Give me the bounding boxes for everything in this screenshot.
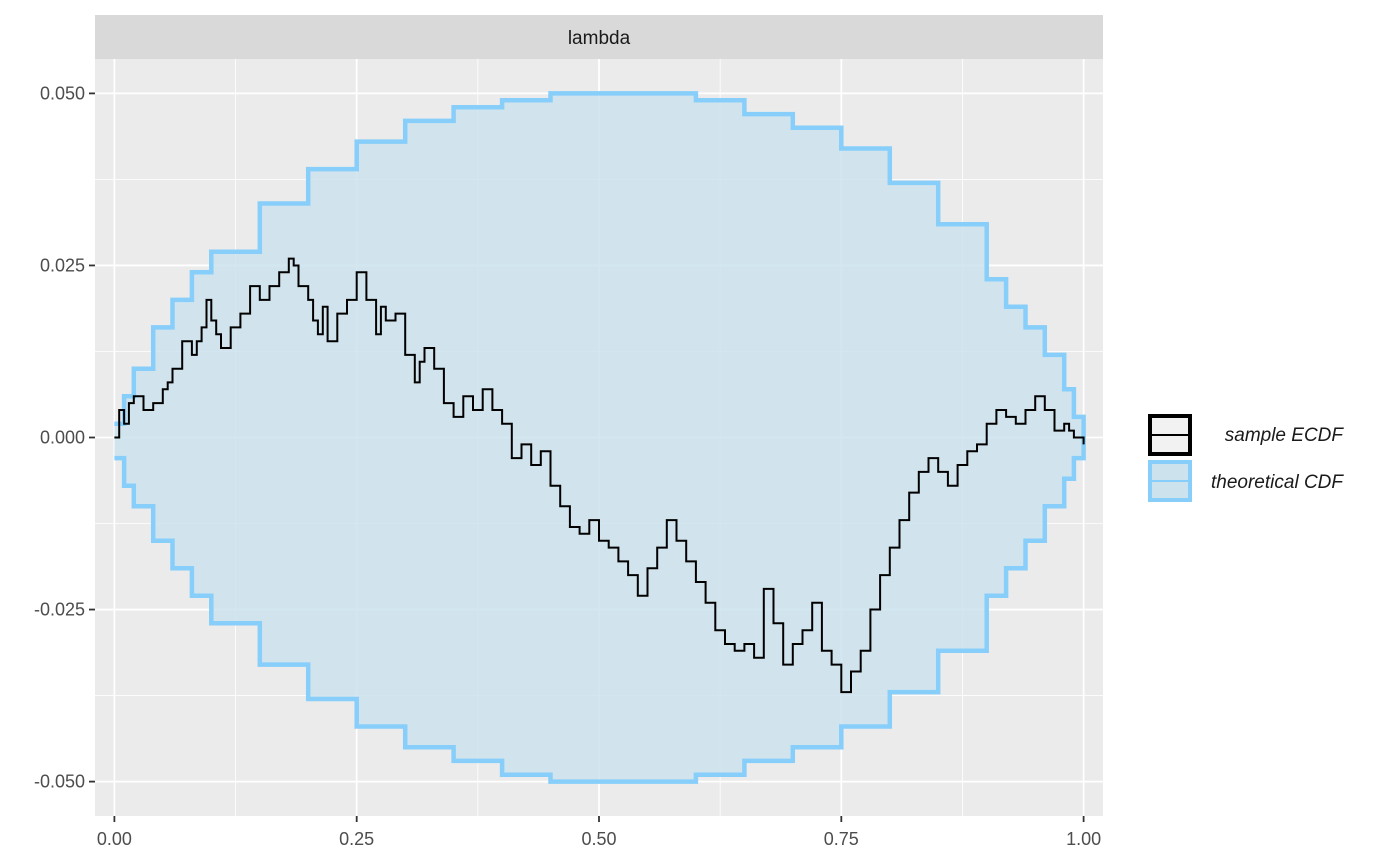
ecdf-series: [114, 257, 1085, 694]
x-tick-label: 0.25: [339, 829, 374, 849]
legend-item-theoretical-cdf: theoretical CDF: [1148, 460, 1344, 502]
x-axis: 0.00 0.25 0.50 0.75 1.00: [97, 816, 1101, 849]
x-tick-label: 0.75: [824, 829, 859, 849]
legend-label-sample-ecdf: sample ECDF: [1225, 425, 1345, 446]
x-tick-label: 0.50: [581, 829, 616, 849]
y-tick-label: -0.050: [34, 772, 85, 792]
confidence-band: [114, 91, 1086, 784]
band-lower-edge: [114, 437, 1086, 784]
y-tick-label: 0.000: [40, 428, 85, 448]
y-tick-label: 0.025: [40, 255, 85, 275]
legend-item-sample-ecdf: sample ECDF: [1148, 414, 1345, 456]
y-tick-label: 0.050: [40, 83, 85, 103]
band-fill: [114, 93, 1084, 782]
facet-strip: [95, 15, 1103, 59]
facet-strip-label: lambda: [568, 28, 631, 49]
legend-label-theoretical-cdf: theoretical CDF: [1211, 472, 1344, 493]
x-tick-label: 0.00: [97, 829, 132, 849]
y-axis: -0.050 -0.025 0.000 0.025 0.050: [34, 83, 95, 792]
band-upper-edge: [114, 91, 1086, 438]
legend: sample ECDF theoretical CDF: [1148, 414, 1345, 502]
x-tick-label: 1.00: [1066, 829, 1101, 849]
y-tick-label: -0.025: [34, 600, 85, 620]
ecdf-line: [114, 257, 1085, 694]
